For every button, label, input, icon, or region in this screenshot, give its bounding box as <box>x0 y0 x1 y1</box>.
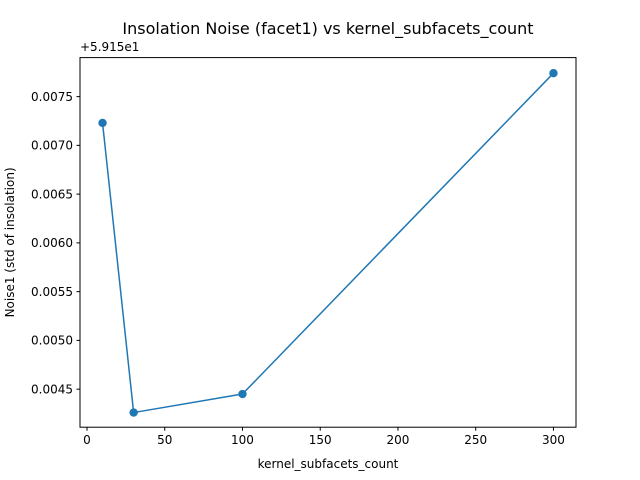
x-tick-label: 50 <box>157 433 172 447</box>
y-tick-label: 0.0045 <box>31 382 73 396</box>
y-tick-label: 0.0060 <box>31 236 73 250</box>
y-axis-ticks: 0.0045 0.0050 0.0055 0.0060 0.0065 0.0070 0.00… <box>31 90 80 396</box>
x-axis-ticks: 0 50 100 150 200 250 300 <box>83 427 565 447</box>
y-tick-label: 0.0070 <box>31 139 73 153</box>
x-tick-label: 250 <box>464 433 487 447</box>
x-axis-label: kernel_subfacets_count <box>258 457 399 471</box>
y-tick-label: 0.0055 <box>31 285 73 299</box>
x-tick-label: 300 <box>542 433 565 447</box>
x-tick-label: 100 <box>231 433 254 447</box>
data-point <box>238 389 247 399</box>
data-point <box>129 408 138 417</box>
data-point <box>98 118 107 128</box>
y-tick-label: 0.0050 <box>31 334 73 348</box>
series-line <box>101 72 554 414</box>
plot-area <box>98 69 558 417</box>
x-tick-label: 200 <box>387 433 410 447</box>
y-axis-label: Noise1 (std of insolation) <box>3 167 17 317</box>
x-tick-label: 150 <box>309 433 332 447</box>
y-offset-label: +5.915e1 <box>80 40 139 54</box>
y-tick-label: 0.0065 <box>31 187 73 201</box>
x-tick-label: 0 <box>83 433 91 447</box>
y-tick-label: 0.0075 <box>31 90 73 104</box>
chart-title: Insolation Noise (facet1) vs kernel_subf… <box>122 19 533 39</box>
data-point <box>549 69 558 78</box>
